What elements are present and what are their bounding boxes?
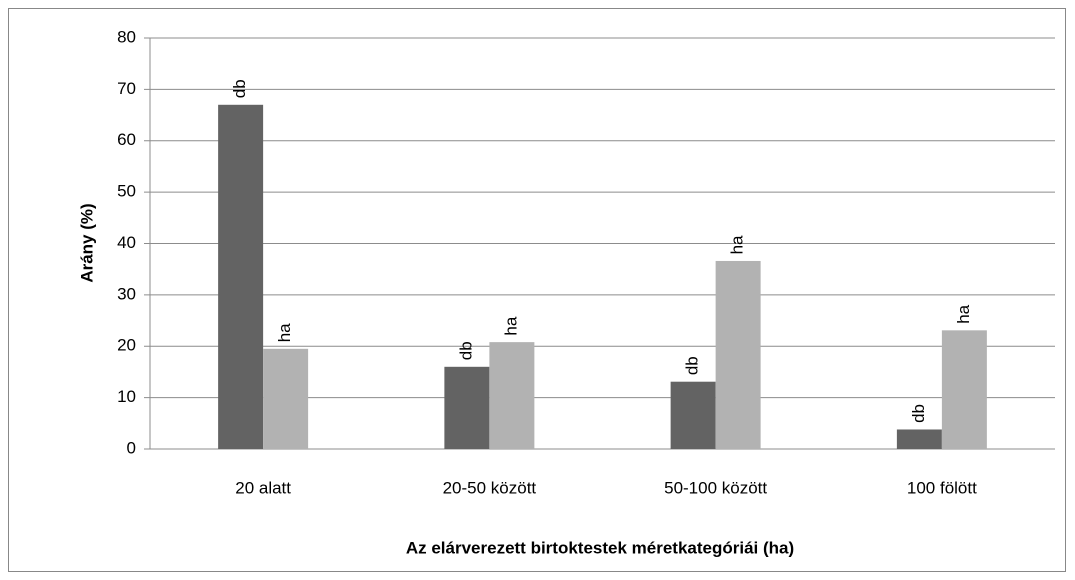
y-axis-title: Arány (%) xyxy=(77,203,96,282)
data-label: db xyxy=(230,79,249,98)
data-label: ha xyxy=(501,316,520,335)
x-axis-title: Az elárverezett birtoktestek méretkategó… xyxy=(406,538,794,557)
y-tick-label: 20 xyxy=(117,336,136,355)
x-tick-label: 100 fölött xyxy=(907,478,977,497)
bar xyxy=(444,366,490,449)
y-tick-label: 80 xyxy=(117,27,136,46)
y-tick-label: 60 xyxy=(117,130,136,149)
bar xyxy=(218,104,264,449)
data-label: ha xyxy=(275,323,294,342)
bar xyxy=(896,429,942,449)
x-tick-label: 20-50 között xyxy=(443,478,537,497)
bar xyxy=(715,260,761,449)
y-tick-label: 30 xyxy=(117,284,136,303)
chart-border xyxy=(8,8,1066,572)
data-label: db xyxy=(909,404,928,423)
bar xyxy=(489,342,535,449)
y-tick-label: 40 xyxy=(117,233,136,252)
x-tick-label: 50-100 között xyxy=(664,478,767,497)
bar xyxy=(670,381,716,449)
y-tick-label: 10 xyxy=(117,387,136,406)
bar xyxy=(263,348,309,449)
y-tick-label: 50 xyxy=(117,182,136,201)
x-tick-label: 20 alatt xyxy=(235,478,291,497)
data-label: db xyxy=(683,356,702,375)
data-label: db xyxy=(456,341,475,360)
data-label: ha xyxy=(954,304,973,323)
y-tick-label: 0 xyxy=(127,438,136,457)
bar xyxy=(941,330,987,449)
data-label: ha xyxy=(728,235,747,254)
y-tick-label: 70 xyxy=(117,79,136,98)
